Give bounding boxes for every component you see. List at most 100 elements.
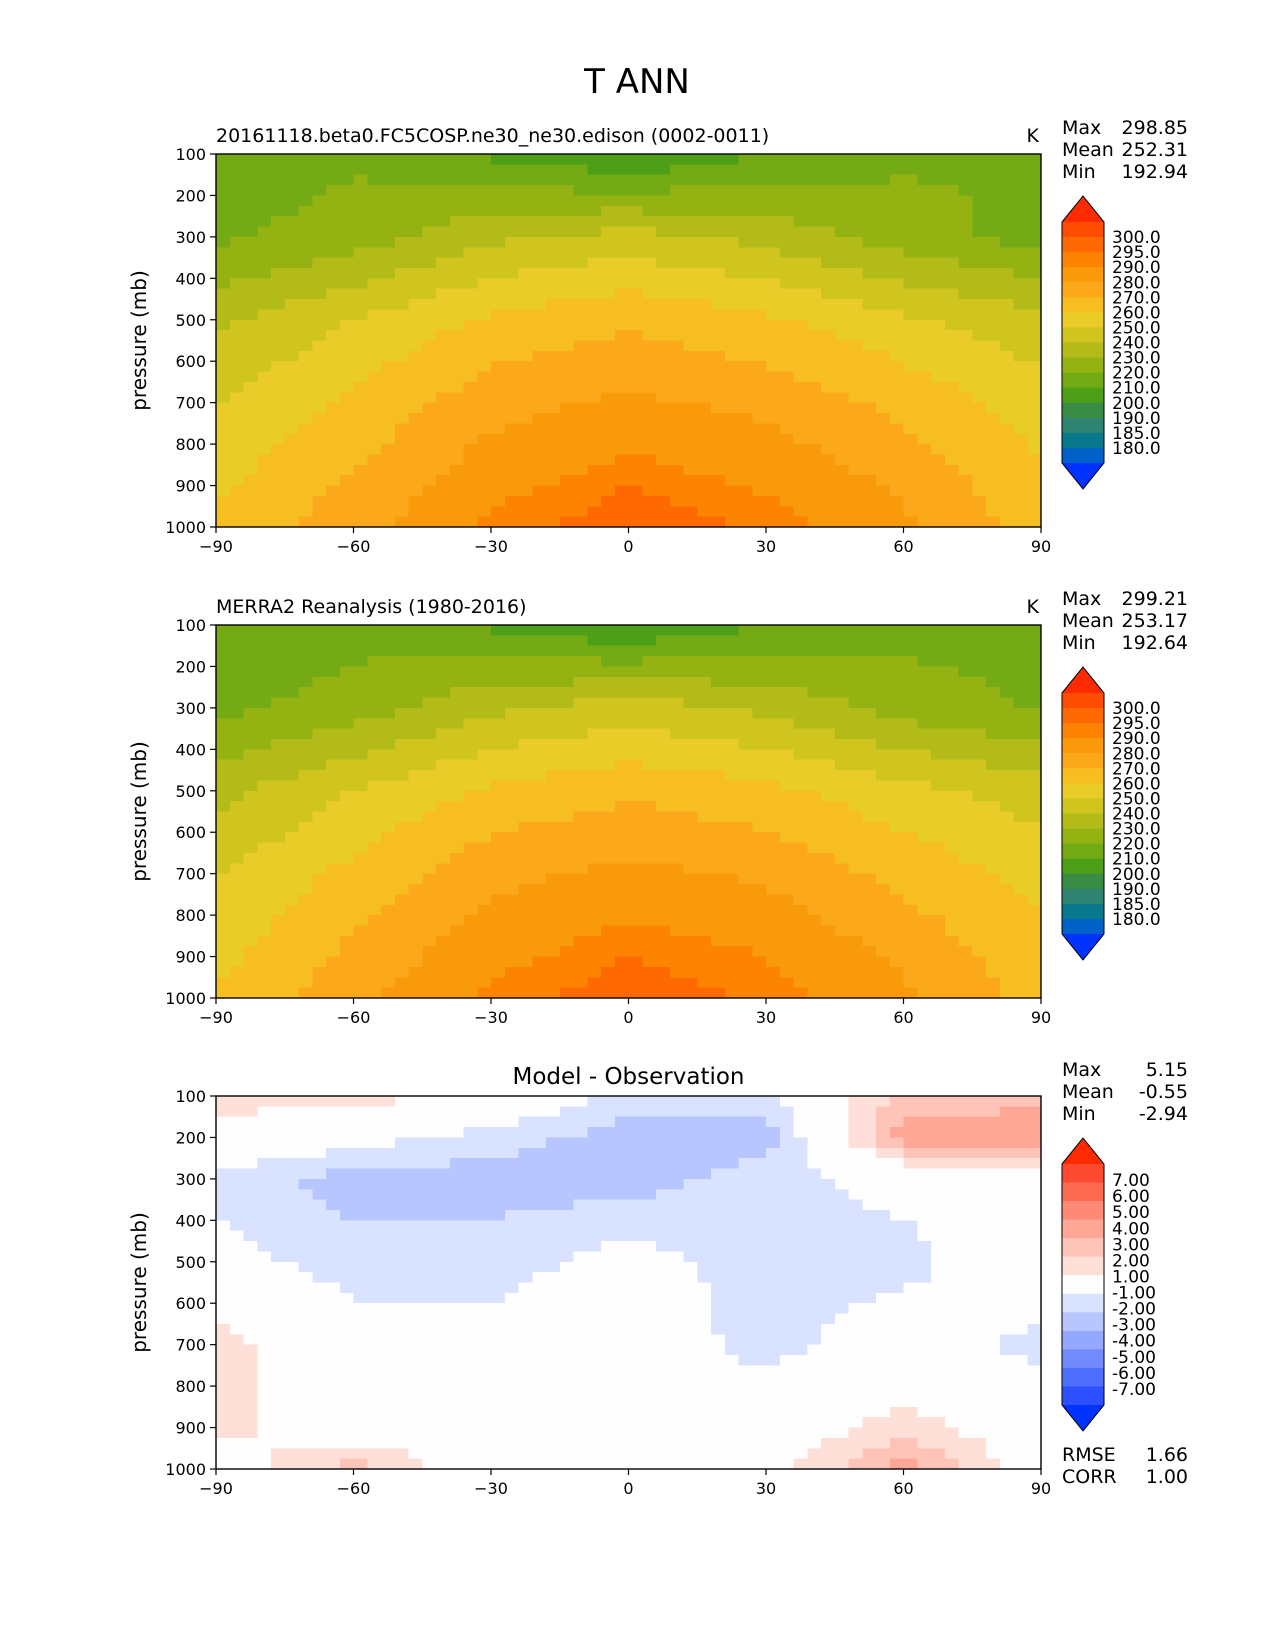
- field-cell: [284, 707, 300, 719]
- field-cell: [518, 413, 533, 424]
- field-cell: [986, 1106, 1001, 1118]
- field-cell: [628, 852, 643, 864]
- field-cell: [587, 361, 602, 373]
- field-cell: [1013, 226, 1028, 238]
- field-cell: [546, 1158, 561, 1170]
- field-cell: [422, 340, 437, 352]
- field-cell: [422, 811, 437, 823]
- field-cell: [669, 676, 685, 688]
- field-cell: [683, 278, 698, 290]
- field-cell: [999, 1137, 1015, 1149]
- field-cell: [257, 801, 272, 813]
- field-cell: [573, 402, 588, 414]
- field-cell: [711, 1116, 726, 1128]
- field-cell: [449, 205, 465, 217]
- field-cell: [284, 299, 300, 311]
- field-cell: [779, 780, 795, 792]
- field-cell: [367, 718, 382, 730]
- field-cell: [463, 330, 478, 342]
- field-cell: [958, 257, 973, 269]
- field-cell: [642, 873, 657, 885]
- field-cell: [243, 174, 258, 186]
- field-cell: [559, 475, 575, 487]
- field-cell: [587, 216, 602, 228]
- field-cell: [917, 676, 932, 688]
- field-cell: [876, 966, 891, 978]
- field-cell: [724, 832, 740, 844]
- field-cell: [463, 925, 478, 937]
- field-cell: [656, 873, 671, 885]
- field-cell: [504, 506, 520, 518]
- field-cell: [779, 454, 795, 466]
- field-cell: [642, 226, 657, 238]
- field-cell: [381, 226, 396, 238]
- field-cell: [601, 226, 616, 238]
- y-tick-label: 400: [175, 740, 206, 759]
- colorbar-outline: [1061, 195, 1105, 490]
- field-cell: [216, 1096, 231, 1107]
- field-cell: [903, 154, 918, 165]
- field-cell: [312, 946, 327, 958]
- field-cell: [683, 444, 698, 456]
- field-cell: [216, 852, 231, 864]
- field-cell: [862, 381, 877, 393]
- field-cell: [353, 780, 368, 792]
- field-cell: [449, 790, 465, 802]
- field-cell: [573, 666, 588, 678]
- field-cell: [724, 852, 740, 864]
- field-cell: [408, 205, 423, 217]
- field-cell: [326, 1158, 341, 1170]
- field-cell: [339, 625, 355, 636]
- field-cell: [1027, 371, 1042, 383]
- field-cell: [243, 506, 258, 518]
- field-cell: [339, 635, 355, 647]
- field-cell: [216, 423, 231, 435]
- field-cell: [491, 656, 506, 668]
- field-cell: [999, 319, 1015, 331]
- field-cell: [449, 1168, 465, 1180]
- field-cell: [876, 1127, 891, 1139]
- field-cell: [766, 738, 781, 750]
- field-cell: [491, 759, 506, 771]
- field-cell: [834, 205, 850, 217]
- field-cell: [216, 506, 231, 518]
- field-cell: [298, 402, 313, 414]
- field-cell: [559, 361, 575, 373]
- field-cell: [298, 738, 313, 750]
- field-cell: [422, 946, 437, 958]
- field-cell: [436, 154, 451, 165]
- field-cell: [876, 801, 891, 813]
- field-cell: [257, 236, 272, 248]
- field-cell: [917, 402, 932, 414]
- field-cell: [642, 267, 657, 279]
- field-cell: [711, 842, 726, 854]
- field-cell: [862, 454, 877, 466]
- field-cell: [284, 195, 300, 207]
- field-cell: [972, 687, 987, 699]
- field-cell: [683, 1116, 698, 1128]
- field-cell: [958, 1096, 973, 1107]
- field-cell: [394, 392, 410, 404]
- field-cell: [999, 707, 1015, 719]
- field-cell: [917, 309, 932, 321]
- field-cell: [628, 873, 643, 885]
- field-cell: [381, 666, 396, 678]
- field-cell: [477, 676, 492, 688]
- field-cell: [257, 759, 272, 771]
- field-cell: [779, 495, 795, 507]
- field-cell: [642, 495, 657, 507]
- field-cell: [711, 464, 726, 476]
- field-cell: [339, 154, 355, 165]
- field-cell: [532, 687, 547, 699]
- field-cell: [876, 770, 891, 782]
- field-cell: [559, 894, 575, 906]
- field-cell: [601, 645, 616, 657]
- field-cell: [697, 770, 712, 782]
- field-cell: [367, 381, 382, 393]
- field-cell: [724, 330, 740, 342]
- field-cell: [944, 1158, 960, 1170]
- field-cell: [779, 413, 795, 424]
- field-cell: [463, 164, 478, 176]
- field-cell: [903, 956, 918, 968]
- field-cell: [463, 340, 478, 352]
